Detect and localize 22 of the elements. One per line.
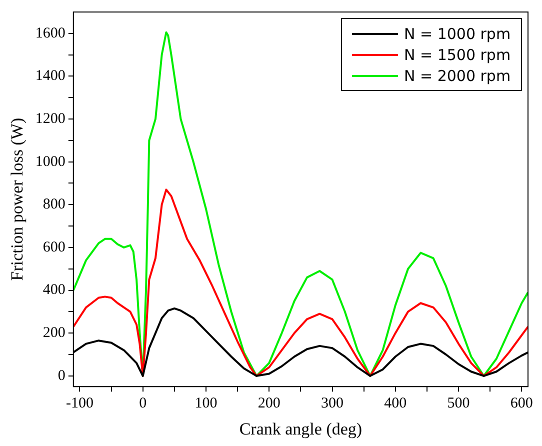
x-tick-label: 100 [194, 396, 218, 412]
x-tick-label: 200 [258, 396, 280, 412]
x-tick-label: 300 [321, 396, 344, 412]
y-tick-label: 1600 [35, 25, 66, 42]
x-tick-label: 600 [510, 396, 533, 412]
y-tick-label: 1000 [35, 154, 66, 170]
y-tick-label: 600 [42, 239, 66, 256]
y-tick-label: 400 [42, 282, 66, 298]
y-axis-title: Friction power loss (W) [8, 118, 27, 281]
y-tick-label: 0 [58, 368, 66, 384]
y-tick-label: 200 [42, 325, 66, 342]
x-tick-label: 400 [384, 396, 407, 412]
y-tick-label: 1200 [35, 110, 66, 127]
y-tick-label: 1400 [35, 68, 66, 84]
legend-label: N = 1000 rpm [404, 24, 511, 42]
x-tick-label: 500 [447, 396, 470, 412]
legend-label: N = 2000 rpm [404, 66, 511, 84]
x-tick-label: 0 [139, 396, 147, 412]
x-axis-title: Crank angle (deg) [239, 419, 362, 438]
y-tick-label: 800 [42, 196, 66, 213]
legend-label: N = 1500 rpm [404, 46, 511, 64]
x-tick-label: -100 [66, 396, 94, 412]
